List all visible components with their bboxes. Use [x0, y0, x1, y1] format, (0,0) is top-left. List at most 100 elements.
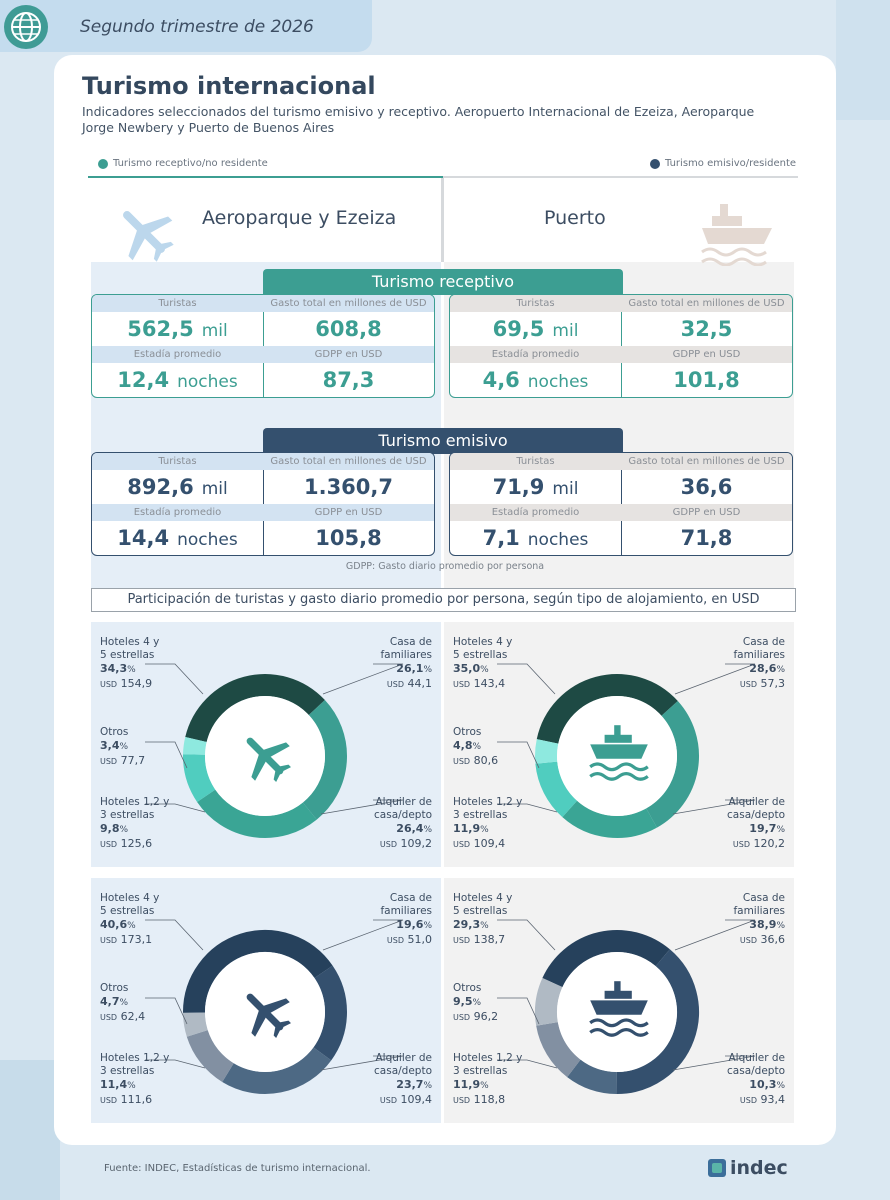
- category-label: Hoteles 1,2 y: [453, 796, 523, 808]
- leader-line: [497, 741, 540, 769]
- category-label: 5 estrellas: [100, 649, 155, 661]
- decor-pixels: [0, 1060, 60, 1200]
- percent-value: 11,9%: [453, 1078, 489, 1091]
- category-label: Casa de: [742, 892, 785, 904]
- percent-value: 19,6%: [396, 918, 432, 931]
- donut-segment: [535, 761, 578, 818]
- stat-value: 4,6 noches: [482, 368, 589, 392]
- category-label: familiares: [380, 905, 432, 917]
- donut-label-casa-fam: Casa de familiares 28,6% USD 57,3: [733, 636, 785, 691]
- gdpp-note: GDPP: Gasto diario promedio por persona: [345, 561, 545, 572]
- percent-value: 23,7%: [396, 1078, 432, 1091]
- category-label: Hoteles 1,2 y: [100, 796, 170, 808]
- legend-dot: [98, 158, 108, 169]
- ship-icon: [589, 981, 649, 1037]
- category-label: familiares: [733, 905, 785, 917]
- stat-estadia: Estadía promedio 4,6 noches: [450, 346, 622, 397]
- period-banner: Segundo trimestre de 2026: [0, 0, 372, 52]
- stat-value: 71,9 mil: [492, 475, 579, 499]
- category-label: 5 estrellas: [453, 905, 508, 917]
- usd-value: USD 51,0: [386, 933, 432, 946]
- stat-label: GDPP en USD: [621, 504, 792, 521]
- donut-segment: [302, 700, 347, 820]
- stat-value: 892,6 mil: [127, 475, 228, 499]
- category-label: casa/depto: [374, 809, 432, 821]
- section-receptivo-header: Turismo receptivo: [263, 269, 623, 295]
- leader-line: [145, 663, 204, 695]
- leader-line: [672, 1055, 756, 1071]
- page-subtitle: Indicadores seleccionados del turismo em…: [82, 104, 755, 135]
- leader-line: [497, 663, 556, 695]
- leader-line: [497, 919, 556, 951]
- leader-line: [497, 1059, 558, 1069]
- usd-value: USD 93,4: [739, 1093, 785, 1106]
- usd-value: USD 154,9: [100, 677, 153, 690]
- usd-value: USD 118,8: [453, 1093, 506, 1106]
- stat-value: 7,1 noches: [482, 526, 589, 550]
- indec-logo-text: indec: [730, 1157, 788, 1179]
- percent-value: 3,4%: [100, 739, 129, 752]
- stat-estadia: Estadía promedio 14,4 noches: [92, 504, 264, 555]
- leader-line: [674, 663, 756, 695]
- category-label: Otros: [100, 982, 129, 994]
- location-aero: Aeroparque y Ezeiza: [202, 207, 397, 229]
- percent-value: 34,3%: [100, 662, 136, 675]
- leader-line: [322, 919, 404, 951]
- legend-receptivo: Turismo receptivo/no residente: [98, 158, 268, 169]
- stat-label: GDPP en USD: [263, 504, 434, 521]
- donut-label-alquiler: Alquiler de casa/depto 23,7% USD 109,4: [374, 1052, 432, 1107]
- airplane-icon: [246, 737, 291, 782]
- participation-title: Participación de turistas y gasto diario…: [91, 588, 796, 612]
- stats-emisivo-puerto: Turistas 71,9 mil Gasto total en millones…: [449, 452, 793, 556]
- page-title: Turismo internacional: [82, 72, 376, 100]
- category-label: Alquiler de: [375, 796, 433, 808]
- donut-label-casa-fam: Casa de familiares 26,1% USD 44,1: [380, 636, 432, 691]
- stat-value: 36,6: [680, 475, 733, 499]
- category-label: Otros: [453, 982, 482, 994]
- stat-estadia: Estadía promedio 7,1 noches: [450, 504, 622, 555]
- leader-line: [320, 799, 404, 815]
- usd-value: USD 77,7: [100, 754, 146, 767]
- stat-label: Gasto total en millones de USD: [263, 453, 434, 470]
- donut-segment: [542, 930, 670, 988]
- category-label: 3 estrellas: [100, 809, 155, 821]
- category-label: Alquiler de: [728, 1052, 786, 1064]
- donut-segment: [645, 701, 699, 828]
- leader-line: [145, 919, 204, 951]
- category-label: 3 estrellas: [100, 1065, 155, 1077]
- donut-segment: [616, 949, 699, 1095]
- donut-segment: [313, 965, 347, 1061]
- stat-label: Estadía promedio: [450, 504, 621, 521]
- donut-segment: [536, 1021, 581, 1078]
- leader-line: [674, 919, 756, 951]
- category-label: Hoteles 4 y: [453, 636, 513, 648]
- category-label: 5 estrellas: [100, 905, 155, 917]
- category-label: casa/depto: [727, 1065, 785, 1077]
- donut-segment: [535, 977, 563, 1026]
- stat-value: 562,5 mil: [127, 317, 228, 341]
- donut-label-alquiler: Alquiler de casa/depto 19,7% USD 120,2: [727, 796, 785, 851]
- stat-label: GDPP en USD: [263, 346, 434, 363]
- leader-line: [145, 803, 206, 813]
- decor-pixels-top: [836, 0, 890, 120]
- percent-value: 4,8%: [453, 739, 482, 752]
- stat-value: 87,3: [322, 368, 375, 392]
- category-label: Alquiler de: [375, 1052, 433, 1064]
- leader-line: [322, 663, 404, 695]
- category-label: 3 estrellas: [453, 809, 508, 821]
- percent-value: 38,9%: [749, 918, 785, 931]
- percent-value: 28,6%: [749, 662, 785, 675]
- usd-value: USD 109,4: [453, 837, 506, 850]
- stat-value: 1.360,7: [303, 475, 393, 499]
- leader-line: [497, 997, 540, 1025]
- usd-value: USD 125,6: [100, 837, 153, 850]
- globe-icon: [4, 5, 48, 49]
- donut-label-alquiler: Alquiler de casa/depto 26,4% USD 109,2: [374, 796, 432, 851]
- legend-dot: [650, 158, 660, 169]
- donut-segment: [183, 1012, 208, 1037]
- indec-logo: indec: [708, 1157, 788, 1179]
- category-label: 3 estrellas: [453, 1065, 508, 1077]
- donut-label-otros: Otros 3,4% USD 77,7: [100, 726, 145, 768]
